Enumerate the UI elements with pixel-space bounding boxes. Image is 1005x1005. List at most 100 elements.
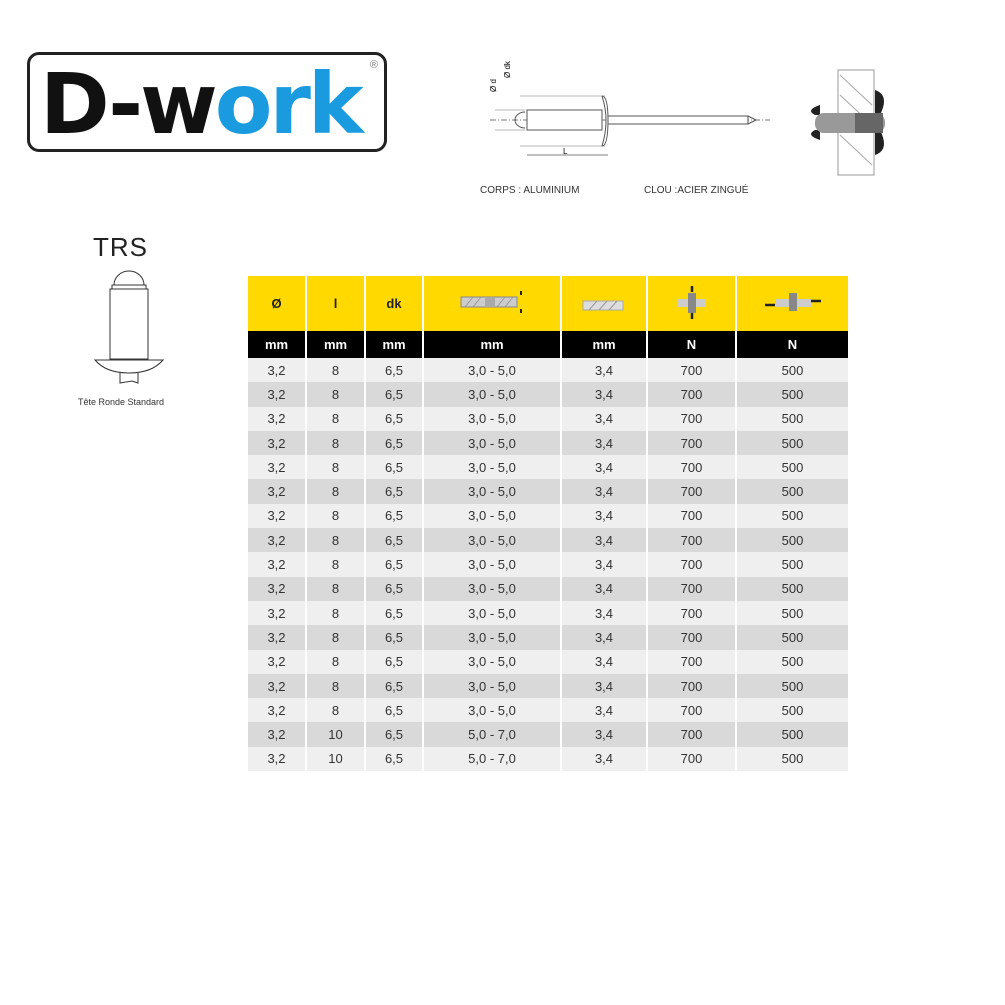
table-cell: 10: [306, 722, 366, 747]
table-cell: 700: [647, 722, 737, 747]
label-d: Ø d: [489, 79, 498, 92]
table-cell: 3,2: [248, 528, 307, 553]
table-cell: 3,4: [561, 722, 648, 747]
table-cell: 700: [647, 503, 737, 529]
table-cell: 3,4: [561, 625, 648, 650]
table-row: 3,2 8 6,5 3,0 - 5,0 3,4 700 500: [248, 625, 850, 650]
table-cell: 500: [736, 625, 850, 650]
table-cell: 3,4: [561, 600, 648, 626]
table-cell: 3,0 - 5,0: [423, 576, 562, 601]
table-cell: 3,0 - 5,0: [423, 358, 562, 383]
table-cell: 5,0 - 7,0: [423, 722, 562, 747]
table-cell: 3,0 - 5,0: [423, 455, 562, 480]
table-cell: 3,2: [248, 430, 307, 456]
table-cell: 700: [647, 358, 737, 383]
table-cell: 3,2: [248, 503, 307, 529]
table-cell: 3,4: [561, 382, 648, 407]
table-cell: 500: [736, 552, 850, 577]
table-cell: 8: [306, 576, 366, 601]
rivet-dimension-diagram: Ø d Ø dk L: [489, 60, 770, 156]
table-cell: 6,5: [365, 503, 424, 529]
table-cell: 6,5: [365, 576, 424, 601]
table-cell: 3,2: [248, 479, 307, 504]
table-cell: 700: [647, 625, 737, 650]
logo-text-blue: ork: [214, 55, 364, 153]
rivet-spec-table: Ø l dk mm mm mm mm mm N N 3,2 8 6,5 3,0 - 5…: [248, 276, 850, 772]
product-code: TRS: [93, 232, 148, 262]
table-cell: 8: [306, 358, 366, 383]
nail-material-caption: CLOU :ACIER ZINGUÉ: [644, 185, 749, 196]
table-cell: 700: [647, 698, 737, 723]
unit-cell: mm: [365, 331, 424, 358]
table-cell: 3,0 - 5,0: [423, 406, 562, 431]
table-cell: 3,4: [561, 430, 648, 456]
table-cell: 8: [306, 625, 366, 650]
table-cell: 3,0 - 5,0: [423, 503, 562, 529]
table-cell: 3,0 - 5,0: [423, 430, 562, 456]
product-caption: Tête Ronde Standard: [78, 397, 165, 407]
header-unit-row: mm mm mm mm mm N N: [248, 331, 850, 358]
table-cell: 3,4: [561, 746, 648, 772]
table-cell: 500: [736, 746, 850, 772]
table-row: 3,2 10 6,5 5,0 - 7,0 3,4 700 500: [248, 722, 850, 747]
table-cell: 3,2: [248, 649, 307, 674]
table-row: 3,2 8 6,5 3,0 - 5,0 3,4 700 500: [248, 455, 850, 480]
table-cell: 700: [647, 382, 737, 407]
table-cell: 8: [306, 600, 366, 626]
table-cell: 500: [736, 430, 850, 456]
table-row: 3,2 8 6,5 3,0 - 5,0 3,4 700 500: [248, 673, 850, 699]
round-head-rivet-icon: [93, 270, 165, 384]
table-cell: 8: [306, 503, 366, 529]
table-cell: 500: [736, 698, 850, 723]
table-cell: 3,2: [248, 722, 307, 747]
table-cell: 3,2: [248, 576, 307, 601]
table-cell: 500: [736, 358, 850, 383]
table-cell: 3,0 - 5,0: [423, 649, 562, 674]
table-cell: 3,2: [248, 382, 307, 407]
table-cell: 700: [647, 479, 737, 504]
table-cell: 3,4: [561, 479, 648, 504]
table-cell: 6,5: [365, 746, 424, 772]
table-row: 3,2 8 6,5 3,0 - 5,0 3,4 700 500: [248, 503, 850, 529]
table-cell: 6,5: [365, 673, 424, 699]
table-cell: 3,4: [561, 649, 648, 674]
hole-diameter-icon: [582, 300, 624, 311]
table-cell: 3,4: [561, 406, 648, 431]
table-cell: 6,5: [365, 625, 424, 650]
table-cell: 700: [647, 576, 737, 601]
table-cell: 3,4: [561, 673, 648, 699]
table-cell: 3,2: [248, 698, 307, 723]
table-cell: 700: [647, 552, 737, 577]
shear-strength-icon: [764, 293, 821, 311]
table-cell: 6,5: [365, 649, 424, 674]
table-cell: 6,5: [365, 382, 424, 407]
table-cell: 3,4: [561, 358, 648, 383]
table-row: 3,2 8 6,5 3,0 - 5,0 3,4 700 500: [248, 528, 850, 553]
table-cell: 8: [306, 406, 366, 431]
table-cell: 3,2: [248, 552, 307, 577]
table-cell: 6,5: [365, 698, 424, 723]
table-cell: 700: [647, 746, 737, 772]
table-row: 3,2 8 6,5 3,0 - 5,0 3,4 700 500: [248, 358, 850, 383]
unit-cell: N: [736, 331, 850, 358]
table-cell: 700: [647, 673, 737, 699]
table-cell: 8: [306, 430, 366, 456]
table-cell: 8: [306, 528, 366, 553]
table-cell: 3,2: [248, 406, 307, 431]
table-cell: 8: [306, 455, 366, 480]
header-diameter: Ø: [248, 276, 307, 331]
table-cell: 3,0 - 5,0: [423, 625, 562, 650]
header-grip: [423, 276, 562, 331]
table-cell: 700: [647, 406, 737, 431]
table-cell: 3,0 - 5,0: [423, 382, 562, 407]
table-cell: 6,5: [365, 406, 424, 431]
table-cell: 8: [306, 698, 366, 723]
table-cell: 700: [647, 600, 737, 626]
registered-mark: ®: [369, 59, 378, 71]
table-cell: 6,5: [365, 528, 424, 553]
table-cell: 500: [736, 503, 850, 529]
table-cell: 500: [736, 528, 850, 553]
tensile-strength-icon: [677, 286, 706, 319]
table-cell: 3,0 - 5,0: [423, 479, 562, 504]
table-cell: 500: [736, 673, 850, 699]
